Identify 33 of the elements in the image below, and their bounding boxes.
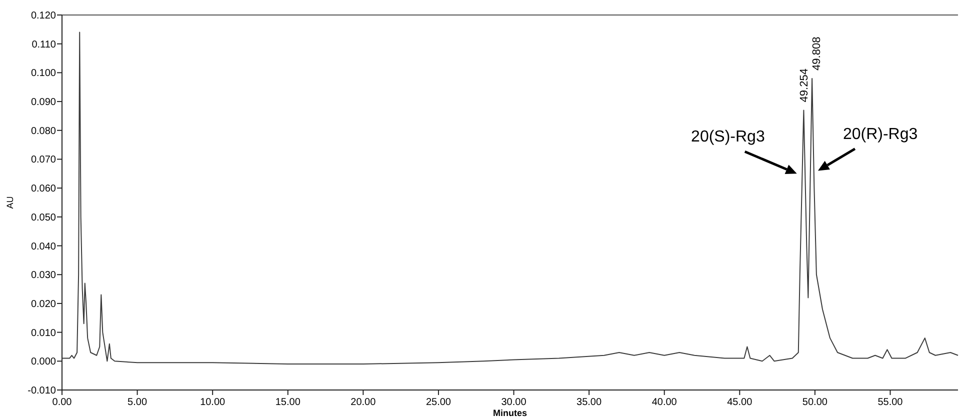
x-tick-label: 35.00 [576, 397, 602, 408]
y-tick-label: 0.030 [30, 270, 56, 282]
y-tick-label: 0.110 [32, 39, 56, 50]
y-tick-label: 0.100 [30, 68, 56, 80]
y-tick-label: 0.070 [30, 154, 56, 166]
y-axis-title: AU [5, 196, 15, 209]
x-tick-label: 45.00 [727, 397, 753, 408]
y-tick-label: -0.010 [28, 386, 56, 396]
y-tick-label: 0.120 [30, 10, 56, 22]
y-tick-label: 0.050 [30, 212, 56, 224]
x-tick-label: 50.00 [802, 397, 828, 408]
x-axis-title: Minutes [492, 408, 528, 418]
x-tick-label: 30.00 [501, 397, 527, 408]
y-tick-label: 0.020 [30, 298, 56, 310]
x-tick-label: 5.00 [128, 397, 148, 408]
x-tick-label: 55.00 [878, 397, 904, 408]
y-tick-label: 0.000 [30, 356, 56, 368]
x-tick-label: 40.00 [652, 397, 678, 408]
x-tick-label: 20.00 [350, 397, 376, 408]
y-tick-label: 0.090 [30, 97, 56, 108]
x-tick-label: 0.00 [52, 397, 72, 408]
annotation: 20(S)-Rg3 [691, 128, 765, 146]
y-tick-label: 0.040 [30, 241, 56, 252]
annotation: 49.808 [811, 36, 824, 70]
x-tick-label: 25.00 [426, 397, 452, 408]
line-series [62, 32, 958, 365]
annotation: 20(R)-Rg3 [842, 126, 918, 143]
x-tick-label: 15.00 [275, 397, 301, 408]
y-tick-label: 0.060 [30, 184, 56, 195]
x-tick-label: 10.00 [200, 397, 226, 408]
annotation: 49.254 [798, 68, 811, 102]
y-tick-label: 0.080 [30, 126, 56, 137]
y-tick-label: 0.010 [30, 328, 56, 339]
